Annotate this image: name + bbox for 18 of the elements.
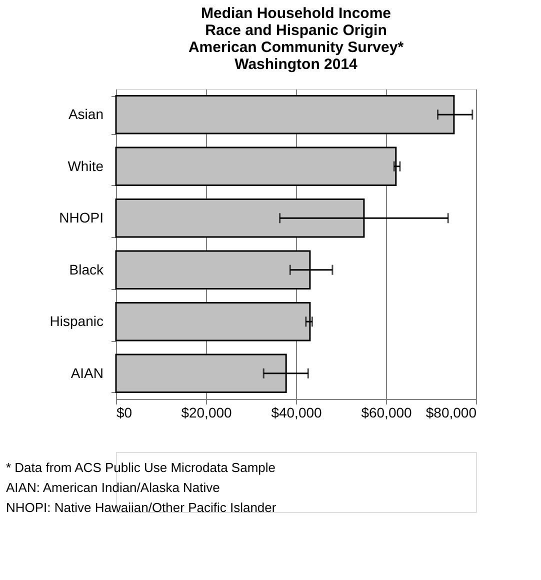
- x-tick-label: $80,000: [426, 404, 477, 420]
- y-tick-label: Black: [69, 261, 104, 278]
- y-tick-label: NHOPI: [59, 210, 104, 226]
- x-tick-label: $20,000: [181, 404, 232, 420]
- text: Median Household Income: [200, 5, 392, 22]
- text: American Community Survey*: [188, 39, 404, 56]
- text: NHOPI: Native Hawaiian/Other Pacific Islander: [6, 500, 277, 515]
- y-tick-label: White: [68, 158, 104, 174]
- y-tick-label: AIAN: [70, 364, 104, 381]
- text: Race and Hispanic Origin: [205, 22, 387, 39]
- y-tick-label: Asian: [68, 106, 104, 122]
- text: AIAN: American Indian/Alaska Native: [6, 480, 220, 495]
- x-tick-label: $40,000: [271, 404, 322, 420]
- x-tick-label: $60,000: [361, 404, 412, 420]
- text: Washington 2014: [234, 56, 358, 73]
- text: * Data from ACS Public Use Microdata Sample: [6, 460, 276, 475]
- y-tick-label: Hispanic: [50, 313, 104, 330]
- x-tick-label: $0: [116, 404, 132, 420]
